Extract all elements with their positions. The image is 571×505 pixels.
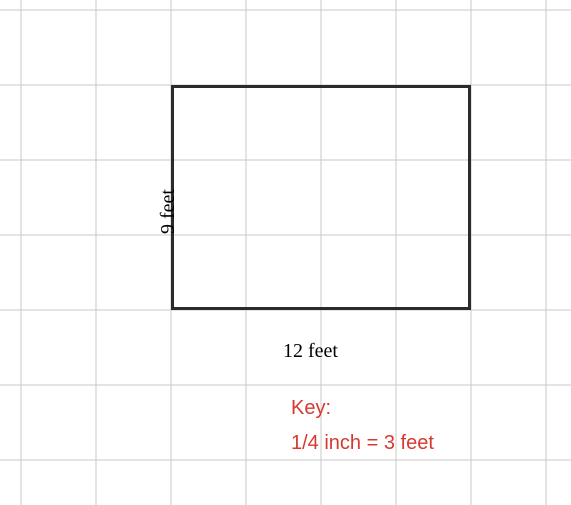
width-label: 12 feet [283, 340, 338, 363]
key-scale: 1/4 inch = 3 feet [291, 432, 434, 455]
key-scale-text: 1/4 inch = 3 feet [291, 432, 434, 454]
scaled-rectangle [171, 85, 471, 310]
width-label-text: 12 feet [283, 340, 338, 362]
key-title-text: Key: [291, 397, 331, 419]
height-label: 9 feet [157, 189, 180, 234]
height-label-text: 9 feet [157, 189, 179, 234]
diagram-stage: 9 feet 12 feet Key: 1/4 inch = 3 feet [0, 0, 571, 505]
key-title: Key: [291, 397, 331, 420]
